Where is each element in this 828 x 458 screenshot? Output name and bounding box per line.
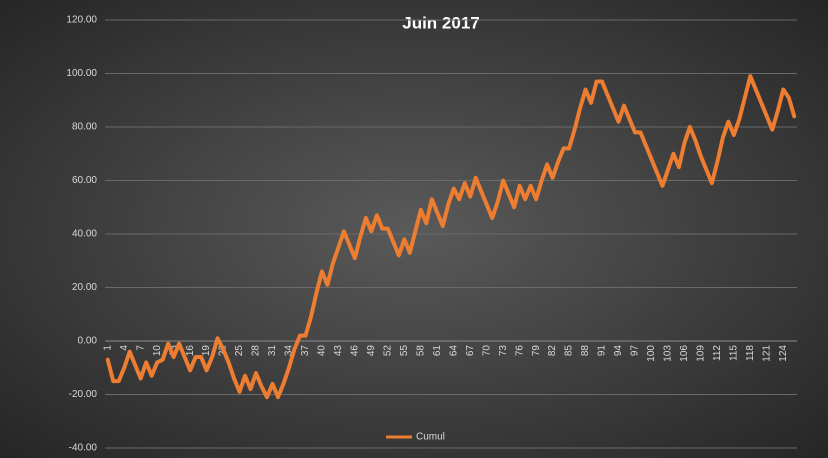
x-tick-label: 52	[382, 345, 393, 357]
y-tick-label: 120.00	[66, 15, 97, 26]
x-tick-label: 25	[234, 345, 245, 357]
x-tick-label: 124	[778, 345, 789, 362]
x-tick-label: 46	[350, 345, 361, 357]
x-tick-label: 109	[696, 345, 707, 362]
x-tick-label: 70	[481, 345, 492, 357]
x-tick-label: 16	[185, 345, 196, 357]
x-tick-label: 55	[399, 345, 410, 357]
x-tick-label: 112	[712, 345, 723, 361]
y-tick-label: -20.00	[69, 389, 98, 400]
x-tick-label: 40	[317, 345, 328, 357]
x-tick-label: 4	[119, 345, 130, 351]
y-tick-label: -40.00	[69, 443, 98, 454]
y-tick-label: 0.00	[78, 336, 98, 347]
y-tick-label: 80.00	[72, 122, 97, 133]
chart-title: Juin 2017	[402, 13, 480, 32]
y-tick-label: 60.00	[72, 175, 97, 186]
x-tick-label: 7	[135, 345, 146, 351]
x-tick-label: 106	[679, 345, 690, 362]
x-tick-label: 61	[432, 345, 443, 357]
x-tick-label: 91	[597, 345, 608, 357]
x-tick-label: 43	[333, 345, 344, 357]
y-tick-label: 40.00	[72, 229, 97, 240]
x-tick-label: 31	[267, 345, 278, 357]
x-tick-label: 28	[251, 345, 262, 357]
x-tick-label: 97	[630, 345, 641, 357]
x-tick-label: 82	[547, 345, 558, 357]
x-tick-label: 121	[761, 345, 772, 362]
x-tick-label: 58	[415, 345, 426, 357]
x-tick-label: 1	[102, 345, 113, 351]
line-series	[105, 74, 797, 400]
x-tick-label: 64	[448, 345, 459, 357]
x-tick-label: 79	[531, 345, 542, 357]
x-tick-label: 34	[284, 345, 295, 357]
x-tick-label: 118	[745, 345, 756, 361]
x-tick-label: 88	[580, 345, 591, 357]
x-tick-label: 85	[564, 345, 575, 357]
x-tick-label: 37	[300, 345, 311, 357]
x-tick-label: 73	[498, 345, 509, 357]
x-tick-label: 94	[613, 345, 624, 357]
x-tick-label: 67	[465, 345, 476, 357]
x-tick-label: 49	[366, 345, 377, 357]
x-tick-label: 19	[201, 345, 212, 357]
legend-label: Cumul	[416, 432, 445, 443]
x-tick-label: 76	[514, 345, 525, 357]
x-tick-label: 13	[168, 345, 179, 357]
x-tick-label: 10	[152, 345, 163, 357]
x-tick-label: 115	[728, 345, 739, 361]
x-tick-label: 100	[646, 345, 657, 362]
y-tick-label: 100.00	[66, 68, 97, 79]
y-tick-label: 20.00	[72, 282, 97, 293]
x-tick-label: 103	[663, 345, 674, 362]
